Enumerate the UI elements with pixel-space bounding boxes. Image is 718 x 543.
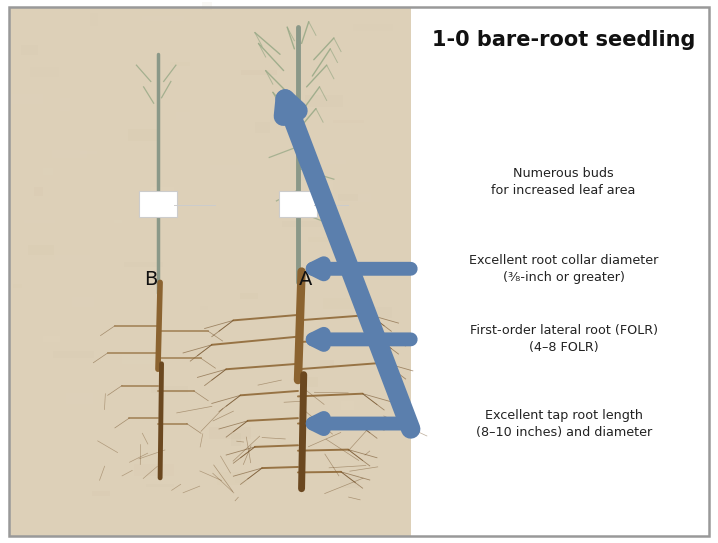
Bar <box>146 484 174 487</box>
Bar <box>308 237 334 242</box>
Bar <box>146 193 171 205</box>
Bar <box>134 464 174 476</box>
Bar <box>255 122 271 133</box>
Bar <box>167 378 196 382</box>
Bar <box>151 386 188 393</box>
Bar <box>209 427 251 439</box>
Bar <box>165 12 208 24</box>
Bar <box>72 297 93 307</box>
Bar <box>55 255 90 260</box>
Bar <box>293 228 316 241</box>
Text: Excellent tap root length
(8–10 inches) and diameter: Excellent tap root length (8–10 inches) … <box>475 408 652 439</box>
Bar <box>52 351 93 357</box>
Bar <box>231 433 241 446</box>
Bar <box>140 465 178 475</box>
Bar <box>128 129 158 141</box>
Bar <box>34 187 42 196</box>
Bar <box>338 194 358 201</box>
Bar <box>235 472 245 483</box>
FancyBboxPatch shape <box>279 191 317 217</box>
Bar <box>13 284 22 288</box>
Bar <box>197 359 233 365</box>
Bar <box>305 94 343 107</box>
Bar <box>307 23 349 34</box>
Bar <box>123 355 156 364</box>
Bar <box>240 293 258 299</box>
Bar <box>141 16 184 22</box>
Bar <box>27 245 54 255</box>
Bar <box>281 220 324 228</box>
Bar <box>30 67 59 78</box>
Text: 1-0 bare-root seedling: 1-0 bare-root seedling <box>432 30 695 50</box>
Bar <box>113 509 142 517</box>
Bar <box>322 160 346 163</box>
Bar <box>18 16 55 26</box>
Bar <box>307 377 318 387</box>
Bar <box>218 471 246 485</box>
Bar <box>230 522 241 532</box>
Bar <box>11 94 43 104</box>
Text: B: B <box>144 270 157 289</box>
Bar <box>340 475 359 488</box>
Bar <box>52 150 87 159</box>
Bar <box>120 477 152 485</box>
Bar <box>113 220 122 223</box>
Bar <box>301 181 333 192</box>
Bar <box>200 306 208 310</box>
Text: Numerous buds
for increased leaf area: Numerous buds for increased leaf area <box>491 167 636 197</box>
Bar <box>358 136 386 146</box>
Bar <box>320 360 334 369</box>
Bar <box>9 7 411 536</box>
Bar <box>194 86 213 98</box>
Bar <box>241 241 251 252</box>
Bar <box>308 72 316 80</box>
Bar <box>176 112 190 121</box>
Bar <box>371 307 392 318</box>
Bar <box>278 106 295 111</box>
Text: Excellent root collar diameter
(³⁄₈-inch or greater): Excellent root collar diameter (³⁄₈-inch… <box>469 254 658 284</box>
FancyBboxPatch shape <box>139 191 177 217</box>
Bar <box>43 168 53 174</box>
Bar <box>330 134 362 144</box>
Bar <box>314 419 327 424</box>
Bar <box>353 24 393 31</box>
Bar <box>299 110 309 118</box>
Bar <box>66 393 93 404</box>
Bar <box>210 165 240 170</box>
Bar <box>90 12 98 26</box>
Bar <box>151 187 174 195</box>
Bar <box>241 70 276 74</box>
Bar <box>202 2 212 10</box>
Bar <box>22 45 37 55</box>
Text: First-order lateral root (FOLR)
(4–8 FOLR): First-order lateral root (FOLR) (4–8 FOL… <box>470 324 658 355</box>
Bar <box>267 480 277 494</box>
Bar <box>170 62 190 66</box>
Text: A: A <box>299 270 312 289</box>
Bar <box>80 150 98 154</box>
Bar <box>304 58 323 61</box>
Bar <box>411 7 709 536</box>
Bar <box>333 119 364 123</box>
Bar <box>335 194 371 202</box>
Bar <box>228 43 238 48</box>
Bar <box>323 298 357 309</box>
Bar <box>123 262 164 267</box>
Bar <box>360 53 375 56</box>
Bar <box>24 220 55 223</box>
Bar <box>43 336 60 342</box>
Bar <box>93 491 110 496</box>
Bar <box>146 23 180 33</box>
Bar <box>341 401 353 409</box>
Bar <box>60 98 70 111</box>
Bar <box>245 437 277 444</box>
Bar <box>139 131 146 135</box>
